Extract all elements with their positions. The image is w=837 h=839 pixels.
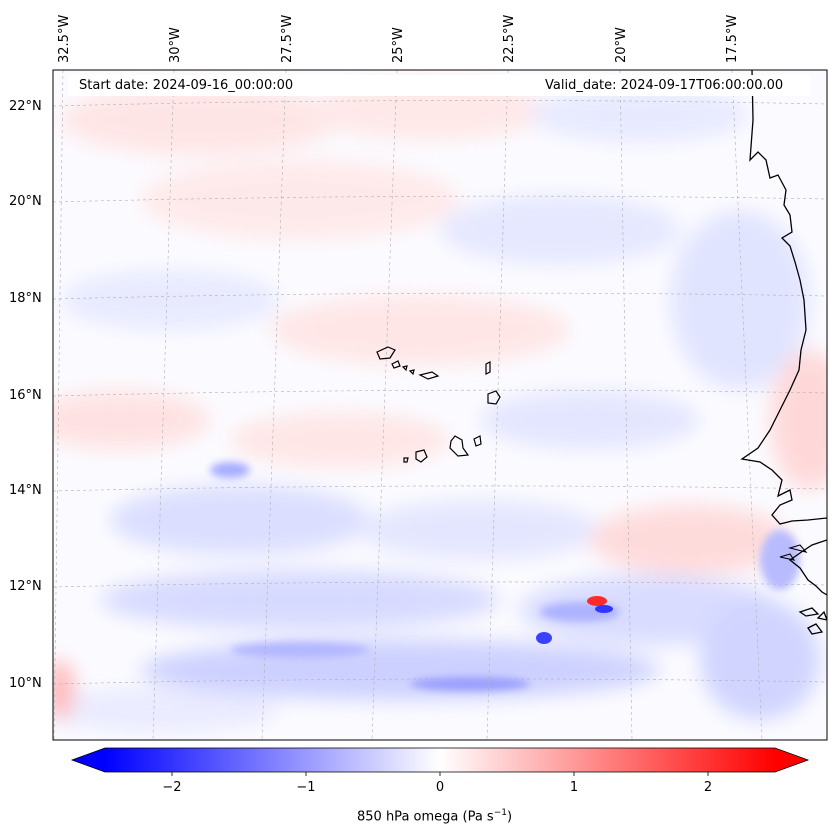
colorbar-tick-label: 0 bbox=[435, 780, 445, 795]
colorbar-tick-label: 1 bbox=[569, 780, 579, 795]
lon-label: 32.5°W bbox=[57, 14, 72, 63]
gridlines bbox=[53, 70, 827, 740]
colorbar-tick-label: −1 bbox=[296, 780, 316, 795]
omega-negative-max bbox=[595, 605, 613, 613]
colorbar-max-extend bbox=[775, 748, 808, 772]
colorbar-gradient bbox=[105, 748, 775, 772]
lat-label: 18°N bbox=[9, 291, 42, 306]
lat-label: 14°N bbox=[9, 483, 42, 498]
coast-lagoons bbox=[779, 544, 808, 561]
guinea-bissau-coast bbox=[788, 539, 827, 596]
lat-label: 16°N bbox=[9, 388, 42, 403]
header-band bbox=[68, 75, 810, 96]
lon-label: 22.5°W bbox=[502, 14, 517, 63]
colorbar-min-extend bbox=[72, 748, 105, 772]
lon-label: 20°W bbox=[614, 27, 629, 63]
lon-label: 17.5°W bbox=[725, 14, 740, 63]
omega-negative-spot bbox=[536, 632, 552, 644]
bijagos-islands bbox=[798, 607, 827, 635]
lat-label: 12°N bbox=[9, 579, 42, 594]
lon-label: 25°W bbox=[391, 27, 406, 63]
lat-label: 20°N bbox=[9, 194, 42, 209]
start-date-label: Start date: 2024-09-16_00:00:00 bbox=[79, 78, 294, 93]
colorbar-tick-label: 2 bbox=[703, 780, 713, 795]
lon-label: 27.5°W bbox=[280, 14, 295, 63]
omega-positive-max bbox=[587, 596, 607, 606]
lat-label: 22°N bbox=[9, 99, 42, 114]
lon-label: 30°W bbox=[168, 27, 183, 63]
colorbar-label: 850 hPa omega (Pa s−1) bbox=[357, 808, 513, 825]
map-frame bbox=[52, 69, 828, 741]
cape-verde-islands bbox=[376, 346, 501, 463]
lat-label: 10°N bbox=[9, 676, 42, 691]
colorbar-outline bbox=[70, 747, 810, 773]
africa-coastline bbox=[740, 70, 827, 525]
colorbar bbox=[70, 747, 810, 776]
colorbar-tick-label: −2 bbox=[162, 780, 182, 795]
valid-date-label: Valid_date: 2024-09-17T06:00:00.00 bbox=[545, 78, 784, 93]
